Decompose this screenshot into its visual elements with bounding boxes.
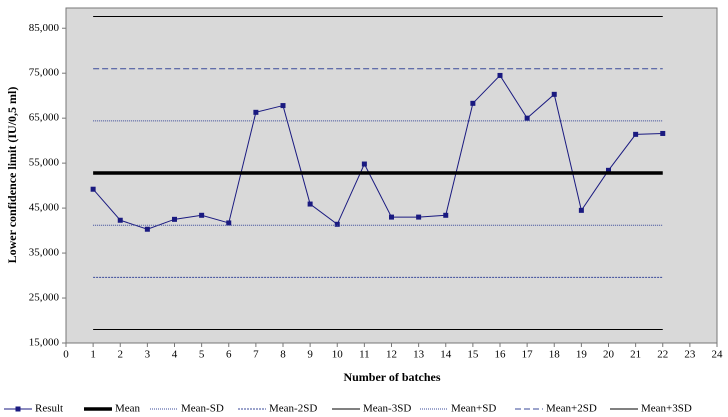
x-tick-label: 6 bbox=[226, 349, 232, 361]
y-tick-label: 45,000 bbox=[29, 202, 60, 214]
x-tick-label: 5 bbox=[199, 349, 205, 361]
legend-label: Result bbox=[35, 403, 63, 415]
point bbox=[606, 167, 611, 173]
point bbox=[524, 115, 530, 121]
x-tick-label: 21 bbox=[630, 349, 641, 361]
x-tick-label: 7 bbox=[253, 349, 259, 361]
y-tick-label: 25,000 bbox=[29, 292, 60, 304]
x-axis-title: Number of batches bbox=[343, 370, 440, 384]
point bbox=[334, 221, 340, 227]
point bbox=[551, 91, 557, 97]
x-tick-label: 8 bbox=[280, 349, 286, 361]
point bbox=[226, 220, 232, 226]
x-tick-label: 18 bbox=[549, 349, 561, 361]
y-tick-label: 55,000 bbox=[29, 157, 60, 169]
x-tick-label: 17 bbox=[522, 349, 534, 361]
x-tick-label: 20 bbox=[603, 349, 615, 361]
y-tick-label: 65,000 bbox=[29, 112, 60, 124]
legend-label: Mean-2SD bbox=[269, 403, 317, 415]
x-tick-label: 3 bbox=[145, 349, 151, 361]
point bbox=[172, 216, 177, 222]
series-line bbox=[92, 74, 663, 230]
legend-label: Mean-3SD bbox=[363, 403, 411, 415]
x-tick-label: 2 bbox=[118, 349, 124, 361]
point bbox=[633, 131, 639, 137]
point bbox=[144, 226, 150, 232]
y-axis-title: Lower confidence limit (IU/0,5 ml) bbox=[5, 87, 19, 264]
legend-label: Mean+2SD bbox=[546, 403, 597, 415]
y-tick-label: 35,000 bbox=[29, 247, 60, 259]
x-tick-label: 16 bbox=[495, 349, 507, 361]
y-tick-label: 15,000 bbox=[29, 337, 60, 349]
x-tick-label: 9 bbox=[307, 349, 313, 361]
point bbox=[90, 186, 96, 192]
plot-area bbox=[65, 7, 718, 344]
x-tick-label: 24 bbox=[712, 349, 724, 361]
legend-label: Mean-SD bbox=[181, 403, 224, 415]
x-tick-label: 22 bbox=[657, 349, 668, 361]
point bbox=[280, 103, 286, 109]
point bbox=[497, 72, 503, 78]
point bbox=[307, 201, 313, 207]
point bbox=[253, 109, 259, 115]
x-tick-label: 14 bbox=[440, 349, 452, 361]
point bbox=[660, 130, 666, 136]
x-tick-label: 13 bbox=[413, 349, 425, 361]
point bbox=[578, 207, 584, 213]
legend-marker bbox=[15, 406, 21, 412]
x-tick-label: 15 bbox=[467, 349, 479, 361]
y-tick-label: 75,000 bbox=[29, 67, 60, 79]
point bbox=[389, 214, 394, 220]
x-tick-label: 0 bbox=[63, 349, 69, 361]
x-tick-label: 19 bbox=[576, 349, 588, 361]
point bbox=[443, 212, 449, 218]
legend-label: Mean bbox=[115, 403, 141, 415]
legend-label: Mean+3SD bbox=[641, 403, 692, 415]
x-tick-label: 12 bbox=[386, 349, 397, 361]
point bbox=[199, 212, 205, 218]
legend-label: Mean+SD bbox=[451, 403, 496, 415]
x-tick-label: 4 bbox=[172, 349, 178, 361]
point bbox=[361, 161, 367, 167]
x-tick-label: 10 bbox=[332, 349, 344, 361]
point bbox=[117, 217, 123, 223]
y-tick-label: 85,000 bbox=[29, 22, 60, 34]
point bbox=[470, 100, 476, 106]
x-tick-label: 1 bbox=[90, 349, 96, 361]
x-tick-label: 23 bbox=[684, 349, 696, 361]
point bbox=[416, 214, 422, 220]
x-tick-label: 11 bbox=[359, 349, 370, 361]
